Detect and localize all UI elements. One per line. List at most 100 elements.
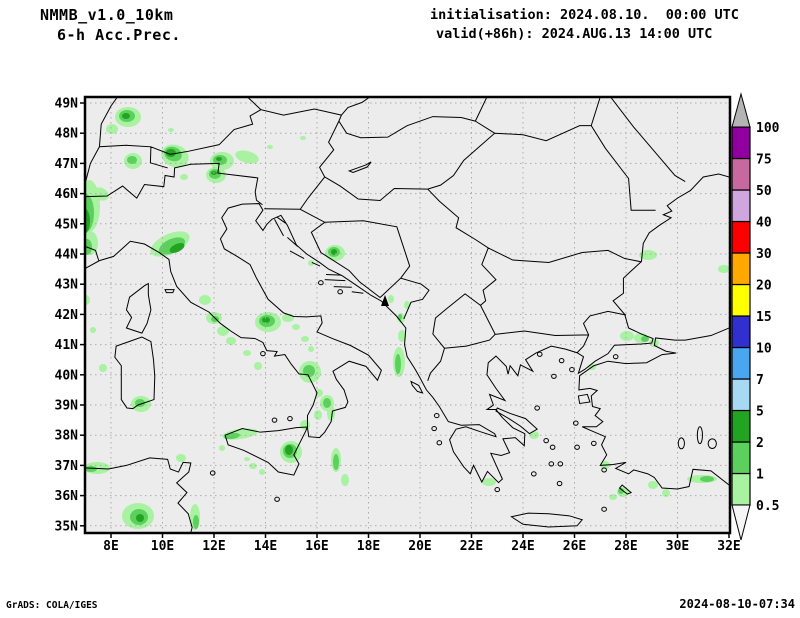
lat-tick-label: 36N: [55, 489, 79, 504]
colorbar-segment: [731, 252, 751, 286]
island-dot: [272, 418, 277, 422]
precip-blob: [398, 330, 406, 342]
colorbar-segment: [731, 378, 751, 412]
precip-blob: [176, 454, 186, 462]
precip-blob: [254, 362, 262, 370]
island-dot: [602, 468, 607, 472]
lon-tick-label: 12E: [202, 539, 225, 554]
station-marker: [381, 295, 389, 306]
island-dot: [544, 439, 549, 443]
geography-layer: [85, 97, 734, 532]
coastline-africa: [85, 458, 192, 533]
island-dot: [495, 487, 500, 491]
island-dot: [432, 426, 437, 430]
island-dot: [549, 462, 554, 466]
lake-outline: [678, 438, 684, 449]
island-dot: [275, 497, 280, 501]
lon-tick-label: 32E: [717, 539, 740, 554]
lon-tick-label: 14E: [254, 539, 277, 554]
creation-timestamp: 2024-08-10-07:34: [679, 597, 795, 611]
precip-blob: [193, 515, 199, 529]
island-sliver: [334, 287, 352, 288]
island-dot: [537, 352, 542, 356]
precip-blob: [618, 488, 624, 494]
island-dot: [550, 445, 555, 449]
island-dot: [557, 481, 562, 485]
lat-tick-label: 40N: [55, 368, 79, 383]
lake-balaton: [349, 162, 371, 173]
precip-blob: [292, 324, 300, 330]
lon-tick-label: 22E: [460, 539, 483, 554]
coastline-islands: [115, 284, 631, 527]
precip-blob: [259, 469, 265, 475]
island-dot: [319, 281, 324, 285]
island-dot: [613, 355, 618, 359]
lon-tick-label: 28E: [614, 539, 637, 554]
island-sliver: [277, 217, 285, 223]
colorbar-segment: [731, 315, 751, 349]
lat-tick-label: 38N: [55, 429, 79, 444]
colorbar-segment: [731, 126, 751, 160]
colorbar-segment: [731, 189, 751, 223]
precip-blob: [323, 398, 331, 408]
precip-blob: [217, 326, 229, 336]
colorbar-under-arrow: [731, 504, 751, 541]
island-sliver: [312, 262, 320, 266]
island-sliver: [326, 275, 341, 276]
colorbar-segment: [731, 220, 751, 254]
precip-blob: [314, 410, 322, 420]
island-dot: [434, 413, 439, 417]
precip-blob: [315, 389, 323, 397]
lat-tick-label: 37N: [55, 459, 79, 474]
precip-blob: [333, 454, 339, 470]
precip-blob: [282, 314, 294, 322]
valid-time-label: valid(+86h): 2024.AUG.13 14:00 UTC: [436, 26, 713, 42]
colorbar-level-label: 30: [756, 247, 772, 262]
lon-tick-label: 20E: [408, 539, 431, 554]
island-sliver: [275, 219, 284, 236]
colorbar-level-label: 50: [756, 184, 772, 199]
colorbar-segment: [731, 409, 751, 443]
precip-blob: [700, 476, 714, 482]
lat-tick-label: 35N: [55, 519, 79, 534]
lon-tick-label: 16E: [305, 539, 328, 554]
colorbar-over-arrow: [731, 92, 751, 128]
precip-blob: [168, 128, 174, 132]
precip-blob: [219, 445, 225, 451]
island-dot: [602, 507, 607, 511]
lon-tick-label: 30E: [666, 539, 689, 554]
product-title: 6-h Acc.Prec.: [57, 26, 181, 44]
lon-tick-label: 24E: [511, 539, 534, 554]
lat-tick-label: 46N: [55, 187, 79, 202]
colorbar-level-label: 15: [756, 310, 772, 325]
colorbar-segment: [731, 346, 751, 380]
island-sliver: [325, 280, 346, 281]
precip-blob: [308, 346, 314, 352]
precip-blob: [90, 327, 96, 333]
country-borders: [85, 97, 685, 381]
precip-blob: [127, 156, 137, 164]
colorbar-segment: [731, 283, 751, 317]
island-dot: [573, 421, 578, 425]
precip-blob: [285, 445, 293, 455]
lat-tick-label: 48N: [55, 127, 79, 142]
small-islands: [210, 281, 618, 512]
precip-blob: [395, 354, 401, 374]
lat-tick-label: 41N: [55, 338, 79, 353]
precip-blob: [639, 250, 657, 260]
precip-blob: [388, 295, 394, 303]
colorbar-level-label: 20: [756, 279, 772, 294]
island-dot: [338, 290, 343, 294]
precip-blob: [235, 150, 259, 164]
colorbar-level-label: 2: [756, 436, 764, 451]
anatolian-lakes: [678, 427, 716, 449]
lake-outline: [697, 427, 702, 444]
axis-ticks-and-labels: 8E 10E 12E 14E 16E 18E 20E 22E 24E 26E 28E 30E 32E 49…: [55, 97, 741, 555]
colorbar-level-label: 5: [756, 405, 764, 420]
colorbar-segment: [731, 157, 751, 191]
precip-blob: [244, 457, 250, 461]
precip-blob: [300, 136, 306, 140]
precip-blob: [641, 336, 649, 342]
precip-blob: [620, 331, 634, 341]
